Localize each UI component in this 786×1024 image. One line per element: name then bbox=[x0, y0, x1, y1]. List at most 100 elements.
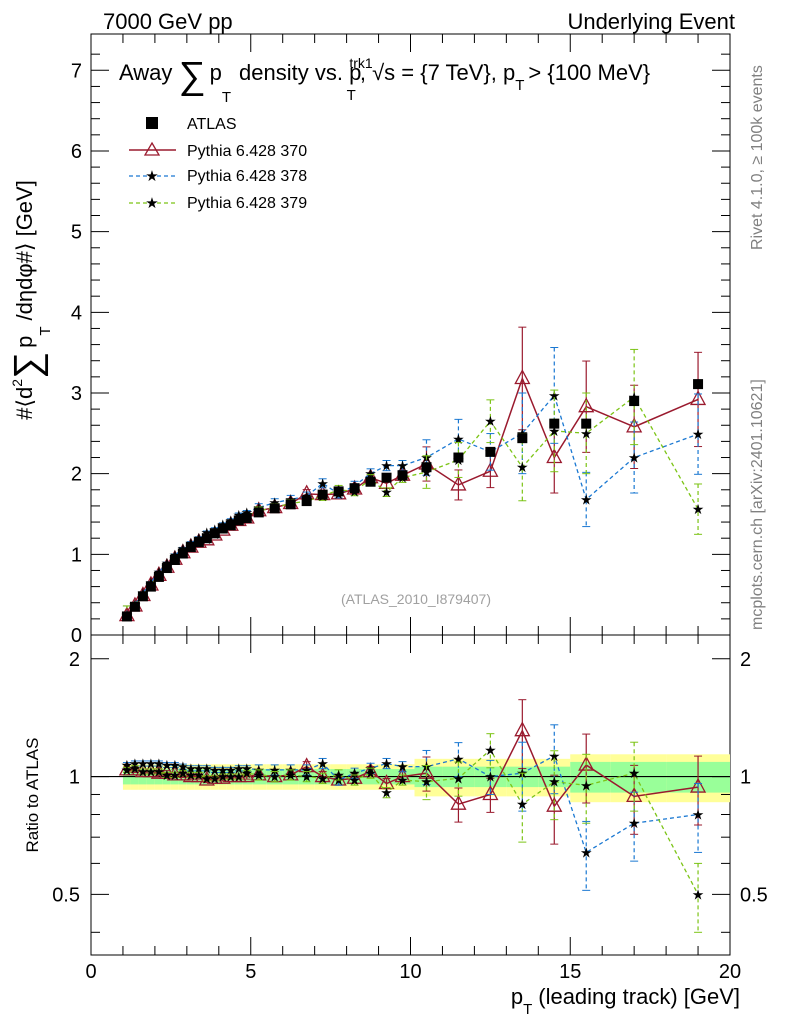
ratio-line-py379 bbox=[126, 748, 699, 895]
ratio-point-py379: ★ bbox=[201, 770, 214, 786]
ratio-point-py379: ★ bbox=[300, 769, 313, 785]
ratio-point-py370 bbox=[134, 762, 152, 778]
ratio-point-py379: ★ bbox=[217, 769, 230, 785]
ratio-y-tick-label: 2 bbox=[69, 649, 80, 671]
ratio-point-py379: ★ bbox=[145, 764, 158, 780]
main-point-py370 bbox=[450, 475, 467, 491]
atlas-data-point bbox=[453, 452, 464, 463]
atlas-data-point bbox=[285, 499, 296, 510]
ratio-point-py378: ★ bbox=[268, 762, 281, 778]
ratio-point-py379: ★ bbox=[252, 767, 265, 783]
ratio-point-py378: ★ bbox=[201, 760, 214, 776]
legend: ATLAS Pythia 6.428 370 ★ Pythia 6.428 37… bbox=[129, 116, 307, 212]
ratio-point-py370 bbox=[482, 785, 499, 801]
ratio-point-py379: ★ bbox=[380, 785, 393, 801]
rivet-label: Rivet 4.1.0, ≥ 100k events bbox=[749, 65, 766, 250]
ratio-point-py370 bbox=[158, 763, 175, 779]
axis-ticks: 0 5 10 15 20 0 1 2 3 4 5 6 7 0.5 0.5 1 1 2 2 bbox=[52, 34, 768, 983]
x-tick-label: 0 bbox=[85, 961, 96, 983]
legend-marker-py378: ★ bbox=[145, 168, 158, 185]
ratio-point-py378: ★ bbox=[240, 760, 253, 776]
ratio-point-py370 bbox=[118, 760, 136, 776]
atlas-data-point bbox=[581, 418, 592, 429]
atlas-data-point bbox=[129, 601, 140, 612]
atlas-data-point bbox=[185, 542, 196, 553]
main-point-py378: ★ bbox=[692, 426, 705, 442]
legend-marker-py370 bbox=[143, 141, 161, 156]
legend-label-py379: Pythia 6.428 379 bbox=[187, 195, 307, 212]
y-tick-label: 2 bbox=[71, 464, 82, 486]
main-line-py378 bbox=[126, 394, 699, 616]
ratio-point-py379: ★ bbox=[420, 774, 433, 790]
ratio-y-tick-label: 1 bbox=[69, 767, 80, 789]
ratio-point-py379: ★ bbox=[268, 769, 281, 785]
main-point-py378: ★ bbox=[396, 458, 409, 474]
ratio-point-py378: ★ bbox=[396, 759, 409, 775]
y-axis-label: #⟨d2∑pT/dηdφ#⟩ [GeV] bbox=[7, 180, 54, 420]
ratio-point-py379: ★ bbox=[232, 769, 245, 785]
atlas-data-point bbox=[137, 591, 148, 602]
main-line-py379 bbox=[126, 396, 699, 617]
atlas-data-point bbox=[333, 486, 344, 497]
main-point-py378: ★ bbox=[580, 491, 593, 507]
legend-label-atlas: ATLAS bbox=[187, 116, 237, 133]
legend-marker-py379: ★ bbox=[145, 195, 158, 212]
ratio-point-py378: ★ bbox=[129, 755, 142, 771]
atlas-data-point bbox=[169, 554, 180, 565]
ratio-point-py379: ★ bbox=[225, 769, 238, 785]
ratio-point-py379: ★ bbox=[364, 765, 377, 781]
atlas-data-point bbox=[549, 418, 560, 429]
ratio-point-py379: ★ bbox=[348, 772, 361, 788]
x-axis-label: pT(leading track) [GeV] bbox=[511, 984, 740, 1018]
atlas-data-point bbox=[233, 515, 244, 526]
main-point-py379: ★ bbox=[580, 425, 593, 441]
atlas-data-point bbox=[693, 379, 704, 390]
ratio-point-py370 bbox=[182, 767, 199, 783]
main-point-py378: ★ bbox=[316, 475, 329, 491]
x-tick-label: 5 bbox=[245, 961, 256, 983]
y-tick-label: 4 bbox=[71, 302, 82, 324]
ratio-point-py378: ★ bbox=[548, 748, 561, 764]
ratio-point-py378: ★ bbox=[692, 806, 705, 822]
ratio-point-py378: ★ bbox=[380, 755, 393, 771]
ratio-point-py378: ★ bbox=[232, 760, 245, 776]
atlas-data-point bbox=[201, 533, 212, 544]
ratio-point-py379: ★ bbox=[692, 886, 705, 902]
atlas-data-point bbox=[193, 537, 204, 548]
ratio-y-tick-label-right: 0.5 bbox=[740, 884, 768, 906]
ratio-point-py378: ★ bbox=[484, 769, 497, 785]
atlas-data-point bbox=[153, 571, 164, 582]
ratio-point-py378: ★ bbox=[161, 757, 174, 773]
atlas-data-point bbox=[241, 513, 252, 524]
ratio-point-py379: ★ bbox=[169, 767, 182, 783]
ratio-point-py378: ★ bbox=[145, 755, 158, 771]
ratio-y-tick-label-right: 2 bbox=[740, 649, 751, 671]
ratio-point-py379: ★ bbox=[332, 767, 345, 783]
main-point-py379: ★ bbox=[484, 413, 497, 429]
ratio-point-py378: ★ bbox=[137, 755, 150, 771]
y-tick-label: 6 bbox=[71, 141, 82, 163]
y-tick-label: 5 bbox=[71, 222, 82, 244]
ratio-point-py370 bbox=[222, 767, 239, 783]
ratio-point-py379: ★ bbox=[121, 762, 134, 778]
atlas-data-point bbox=[421, 462, 432, 473]
ratio-point-py379: ★ bbox=[452, 770, 465, 786]
ratio-point-py379: ★ bbox=[240, 765, 253, 781]
analysis-watermark: (ATLAS_2010_I879407) bbox=[341, 591, 491, 607]
main-point-py379: ★ bbox=[692, 501, 705, 517]
y-tick-label: 0 bbox=[71, 625, 82, 647]
ratio-point-py370 bbox=[450, 794, 467, 810]
atlas-data-point bbox=[209, 528, 220, 539]
ratio-point-py379: ★ bbox=[316, 770, 329, 786]
ratio-point-py370 bbox=[418, 763, 435, 779]
atlas-data-point bbox=[365, 476, 376, 487]
main-point-py378: ★ bbox=[380, 458, 393, 474]
ratio-point-py378: ★ bbox=[169, 757, 182, 773]
ratio-point-py370 bbox=[230, 767, 247, 783]
atlas-data-point bbox=[301, 496, 312, 507]
main-point-py370 bbox=[514, 369, 531, 385]
ratio-point-py379: ★ bbox=[516, 796, 529, 812]
ratio-y-tick-label-right: 1 bbox=[740, 767, 751, 789]
ratio-point-py379: ★ bbox=[209, 770, 222, 786]
